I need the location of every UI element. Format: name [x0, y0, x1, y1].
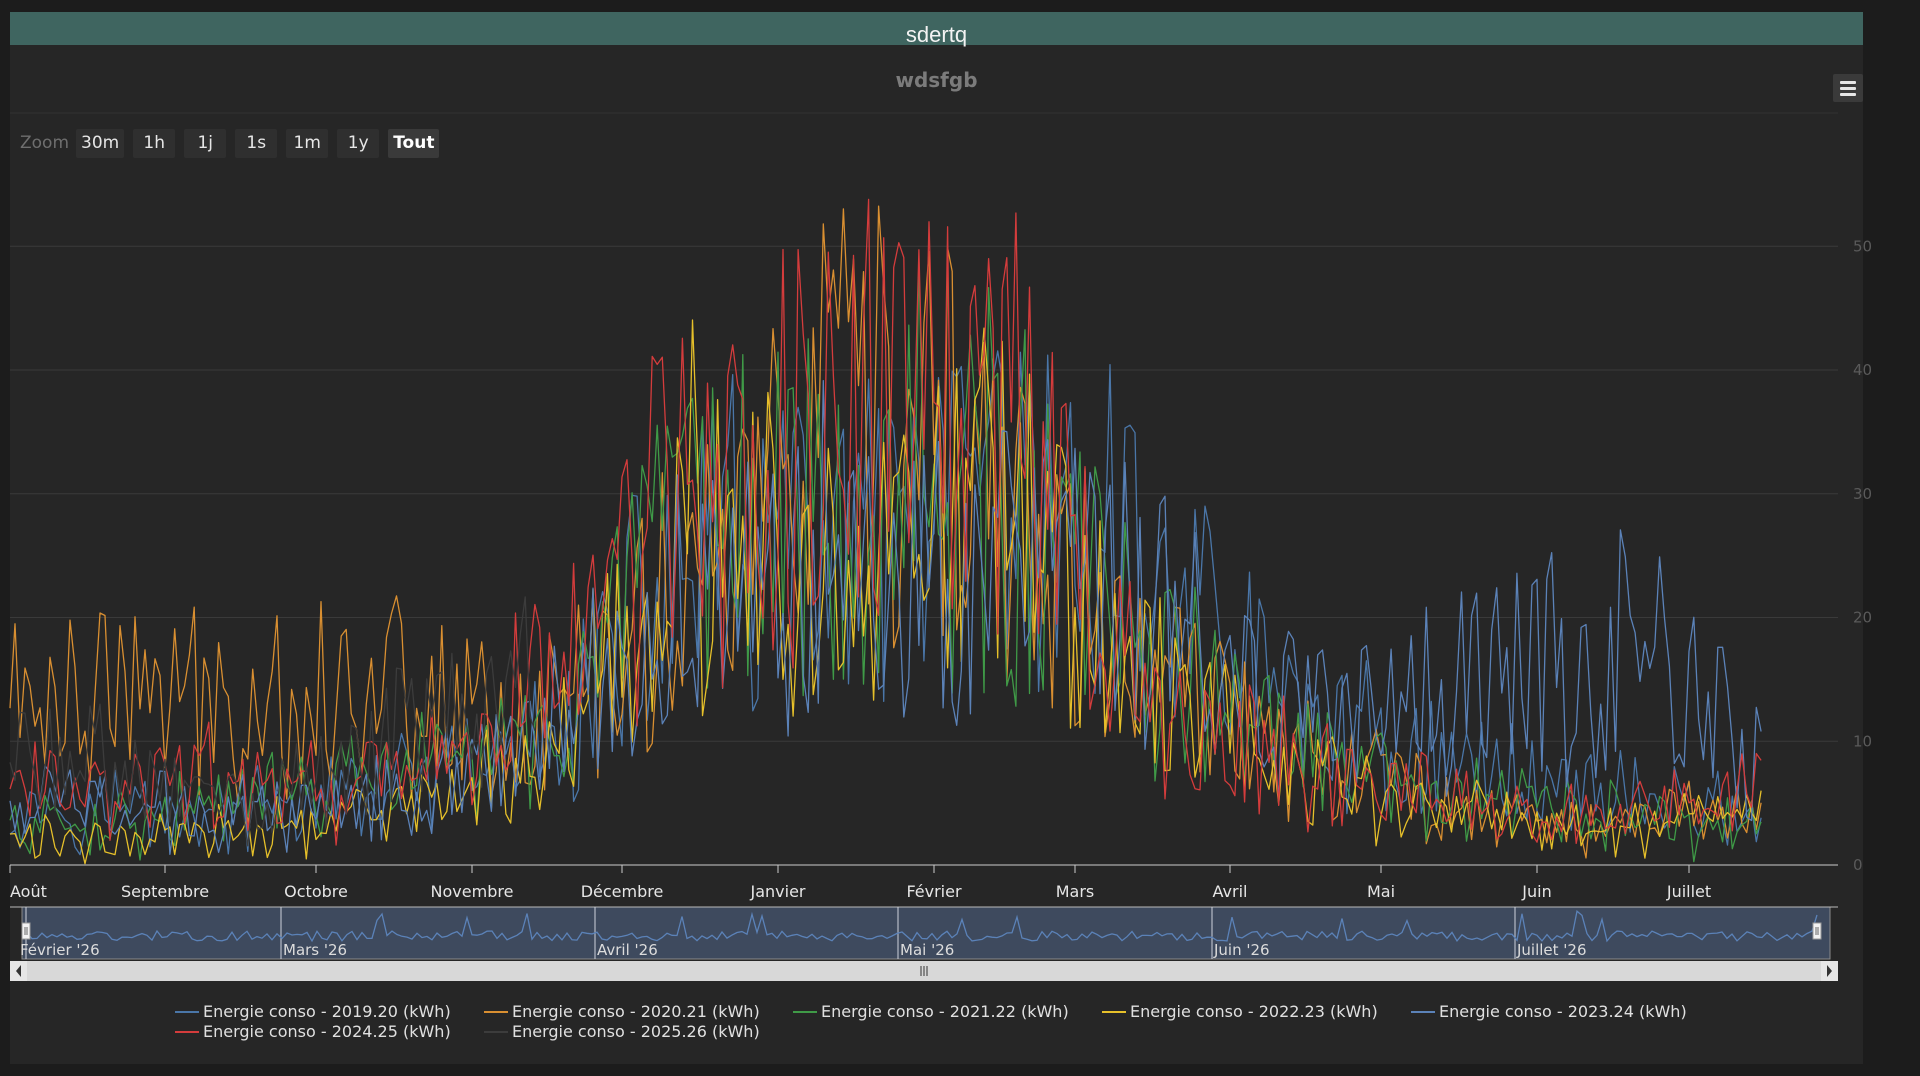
y-tick-label: 40	[1853, 361, 1872, 379]
series-line	[9, 319, 1762, 865]
legend-label: Energie conso - 2023.24 (kWh)	[1439, 1002, 1687, 1021]
x-tick-label: Septembre	[121, 882, 209, 901]
x-tick-label: Octobre	[284, 882, 348, 901]
legend-item[interactable]: Energie conso - 2021.22 (kWh)	[793, 1002, 1069, 1021]
series-line	[9, 198, 1762, 846]
x-tick-label: Janvier	[750, 882, 806, 901]
header-title: sdertq	[905, 22, 968, 47]
zoom-button-1m[interactable]: 1m	[286, 128, 329, 158]
x-tick-label: Avril	[1213, 882, 1248, 901]
series-line	[9, 596, 536, 847]
navigator-label: Juin '26	[1213, 941, 1270, 959]
y-tick-label: 30	[1853, 485, 1872, 503]
legend-item[interactable]: Energie conso - 2023.24 (kWh)	[1411, 1002, 1687, 1021]
navigator-handle-right-icon[interactable]	[1812, 922, 1822, 940]
zoom-button-30m[interactable]: 30m	[76, 128, 125, 158]
legend-line-icon	[1411, 1010, 1435, 1013]
chart-title: wdsfgb	[895, 68, 978, 92]
legend-label: Energie conso - 2019.20 (kWh)	[203, 1002, 451, 1021]
chart-panel: sdertq wdsfgb Zoom 30m 1h 1j 1s 1m 1y To…	[10, 12, 1863, 1064]
x-tick-label: Décembre	[581, 882, 664, 901]
x-tick-label: Juillet	[1666, 882, 1711, 901]
x-tick-label: Juin	[1521, 882, 1551, 901]
series-line	[9, 260, 1762, 863]
x-tick-label: Février	[906, 882, 962, 901]
legend-line-icon	[1102, 1010, 1126, 1013]
zoom-button-1y[interactable]: 1y	[337, 128, 380, 158]
legend-item[interactable]: Energie conso - 2019.20 (kWh)	[175, 1002, 451, 1021]
header-bar: sdertq	[10, 12, 1863, 47]
legend-line-icon	[175, 1010, 199, 1013]
series-line	[9, 205, 1762, 859]
navigator-label: Juillet '26	[1516, 941, 1587, 959]
legend-item[interactable]: Energie conso - 2020.21 (kWh)	[484, 1002, 760, 1021]
legend-label: Energie conso - 2022.23 (kWh)	[1130, 1002, 1378, 1021]
y-tick-label: 0	[1853, 856, 1863, 874]
zoom-button-1j[interactable]: 1j	[184, 128, 227, 158]
zoom-button-1h[interactable]: 1h	[133, 128, 176, 158]
x-tick-label: Août	[10, 882, 47, 901]
arrow-left-icon	[16, 965, 21, 977]
navigator-label: Avril '26	[597, 941, 658, 959]
legend-line-icon	[484, 1010, 508, 1013]
legend-line-icon	[175, 1030, 199, 1033]
x-tick-label: Novembre	[431, 882, 514, 901]
legend-label: Energie conso - 2025.26 (kWh)	[512, 1022, 760, 1041]
navigator-label: Mai '26	[900, 941, 954, 959]
y-tick-label: 50	[1853, 237, 1872, 255]
legend-label: Energie conso - 2021.22 (kWh)	[821, 1002, 1069, 1021]
hamburger-menu-icon[interactable]	[1833, 74, 1863, 102]
zoom-button-tout[interactable]: Tout	[388, 128, 440, 158]
arrow-right-icon	[1827, 965, 1832, 977]
legend-label: Energie conso - 2024.25 (kWh)	[203, 1022, 451, 1041]
navigator-handle-left-icon[interactable]	[21, 922, 31, 940]
legend-item[interactable]: Energie conso - 2025.26 (kWh)	[484, 1022, 760, 1041]
series-group	[9, 198, 1762, 865]
legend-line-icon	[484, 1030, 508, 1033]
navigator-label: Février '26	[20, 941, 100, 959]
zoom-label: Zoom	[20, 133, 70, 153]
series-line	[9, 350, 1762, 856]
series-line	[9, 380, 1762, 855]
navigator-series-line	[21, 909, 1818, 943]
y-tick-label: 20	[1853, 609, 1872, 627]
x-tick-label: Mars	[1056, 882, 1095, 901]
navigator-selection	[21, 906, 1831, 960]
x-tick-label: Mai	[1367, 882, 1395, 901]
legend: Energie conso - 2019.20 (kWh) Energie con…	[175, 1002, 1775, 1050]
zoom-button-1s[interactable]: 1s	[235, 128, 278, 158]
navigator-label: Mars '26	[283, 941, 347, 959]
y-tick-label: 10	[1853, 732, 1872, 750]
legend-label: Energie conso - 2020.21 (kWh)	[512, 1002, 760, 1021]
legend-line-icon	[793, 1010, 817, 1013]
legend-item[interactable]: Energie conso - 2022.23 (kWh)	[1102, 1002, 1378, 1021]
zoom-bar: Zoom 30m 1h 1j 1s 1m 1y Tout	[20, 128, 448, 158]
legend-item[interactable]: Energie conso - 2024.25 (kWh)	[175, 1022, 451, 1041]
